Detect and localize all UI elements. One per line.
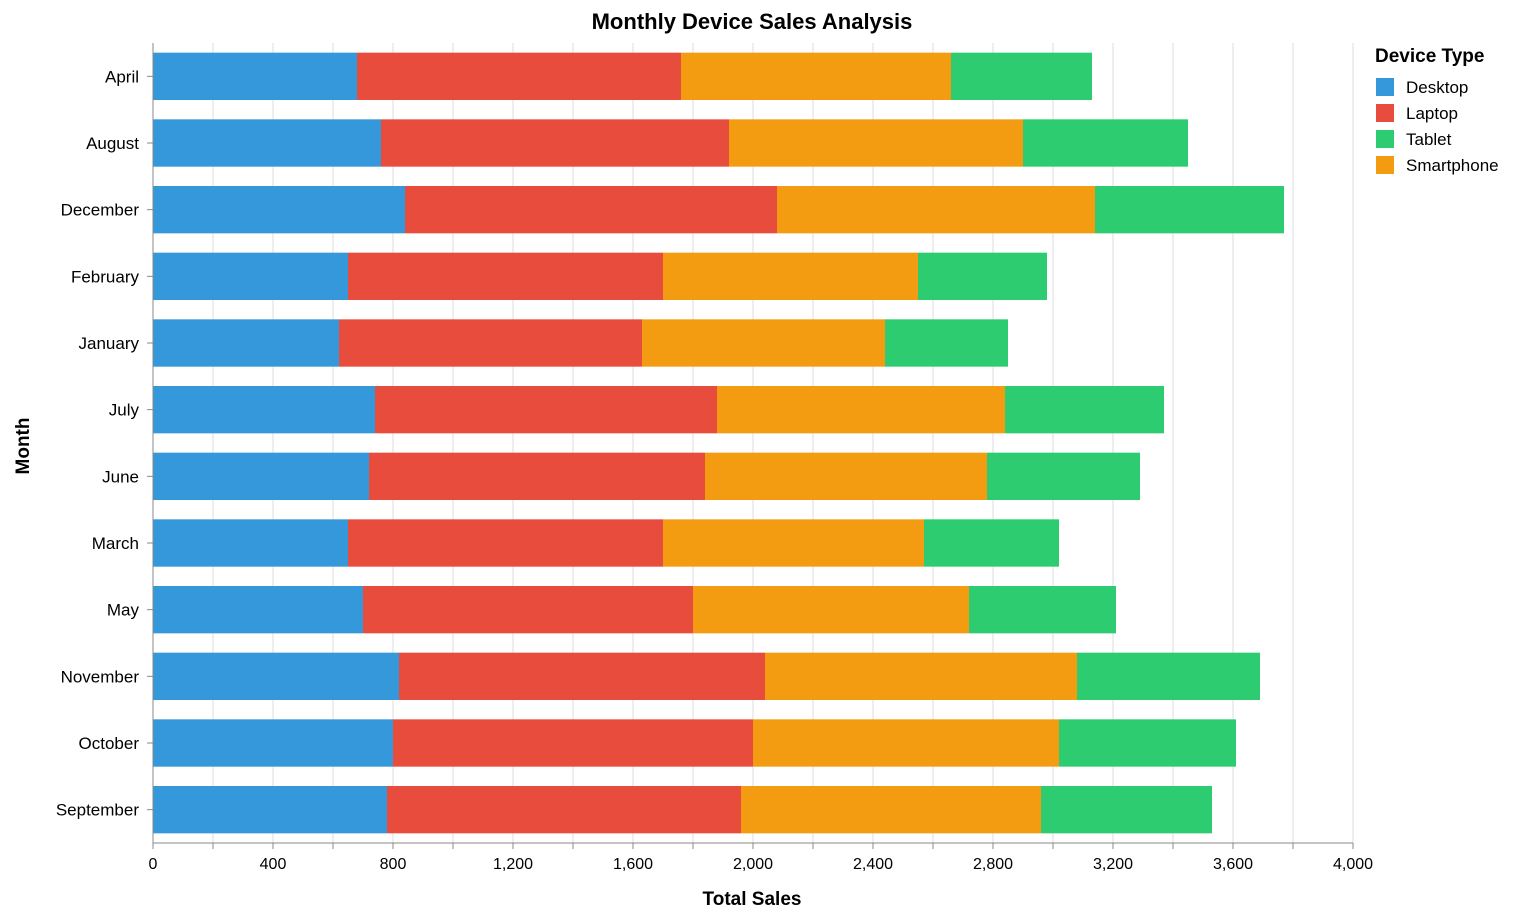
legend-title: Device Type xyxy=(1375,46,1484,67)
bar-tablet-august[interactable] xyxy=(1023,119,1188,166)
legend-label-desktop: Desktop xyxy=(1406,78,1468,97)
bar-smartphone-january[interactable] xyxy=(642,319,885,366)
bar-smartphone-november[interactable] xyxy=(765,653,1077,700)
bar-desktop-july[interactable] xyxy=(153,386,375,433)
x-tick-label: 1,600 xyxy=(613,856,653,873)
legend-swatch-desktop xyxy=(1376,78,1394,96)
bar-smartphone-august[interactable] xyxy=(729,119,1023,166)
y-tick-label-december: December xyxy=(61,201,140,220)
bar-laptop-january[interactable] xyxy=(339,319,642,366)
y-tick-label-november: November xyxy=(61,667,140,686)
bar-laptop-march[interactable] xyxy=(348,519,663,566)
bar-laptop-april[interactable] xyxy=(357,53,681,100)
x-tick-label: 0 xyxy=(149,856,158,873)
x-tick-label: 2,400 xyxy=(853,856,893,873)
bar-desktop-november[interactable] xyxy=(153,653,399,700)
bar-desktop-december[interactable] xyxy=(153,186,405,233)
bar-tablet-may[interactable] xyxy=(969,586,1116,633)
y-tick-label-september: September xyxy=(56,801,139,820)
bar-tablet-july[interactable] xyxy=(1005,386,1164,433)
y-tick-label-august: August xyxy=(86,134,139,153)
bar-laptop-september[interactable] xyxy=(387,786,741,833)
bar-laptop-june[interactable] xyxy=(369,453,705,500)
x-tick-label: 800 xyxy=(380,856,407,873)
y-tick-label-june: June xyxy=(102,467,139,486)
legend-label-tablet: Tablet xyxy=(1406,130,1452,149)
bar-smartphone-october[interactable] xyxy=(753,719,1059,766)
bar-tablet-april[interactable] xyxy=(951,53,1092,100)
bar-laptop-october[interactable] xyxy=(393,719,753,766)
bar-laptop-february[interactable] xyxy=(348,253,663,300)
x-tick-label: 2,000 xyxy=(733,856,773,873)
bar-tablet-october[interactable] xyxy=(1059,719,1236,766)
x-tick-label: 3,200 xyxy=(1093,856,1133,873)
x-tick-label: 4,000 xyxy=(1333,856,1373,873)
bar-smartphone-june[interactable] xyxy=(705,453,987,500)
y-tick-label-july: July xyxy=(109,401,140,420)
bar-laptop-november[interactable] xyxy=(399,653,765,700)
bar-laptop-december[interactable] xyxy=(405,186,777,233)
bars xyxy=(153,53,1284,834)
y-tick-label-january: January xyxy=(79,334,140,353)
bar-desktop-april[interactable] xyxy=(153,53,357,100)
y-tick-label-may: May xyxy=(107,601,140,620)
bar-tablet-december[interactable] xyxy=(1095,186,1284,233)
y-tick-label-october: October xyxy=(79,734,140,753)
bar-smartphone-may[interactable] xyxy=(693,586,969,633)
legend-label-laptop: Laptop xyxy=(1406,104,1458,123)
x-tick-label: 400 xyxy=(260,856,287,873)
x-tick-label: 1,200 xyxy=(493,856,533,873)
bar-desktop-august[interactable] xyxy=(153,119,381,166)
bar-tablet-november[interactable] xyxy=(1077,653,1260,700)
bar-desktop-october[interactable] xyxy=(153,719,393,766)
bar-laptop-august[interactable] xyxy=(381,119,729,166)
y-tick-label-march: March xyxy=(92,534,139,553)
bar-smartphone-february[interactable] xyxy=(663,253,918,300)
y-axis-title: Month xyxy=(13,418,34,475)
bar-tablet-february[interactable] xyxy=(918,253,1047,300)
legend: Device Type Desktop Laptop Tablet Smartphon… xyxy=(1375,46,1499,175)
bar-smartphone-september[interactable] xyxy=(741,786,1041,833)
legend-swatch-tablet xyxy=(1376,130,1394,148)
y-tick-label-april: April xyxy=(105,67,139,86)
bar-desktop-june[interactable] xyxy=(153,453,369,500)
chart-title: Monthly Device Sales Analysis xyxy=(592,9,913,34)
bar-desktop-september[interactable] xyxy=(153,786,387,833)
bar-desktop-february[interactable] xyxy=(153,253,348,300)
x-axis-title: Total Sales xyxy=(703,889,802,910)
bar-smartphone-march[interactable] xyxy=(663,519,924,566)
bar-desktop-march[interactable] xyxy=(153,519,348,566)
y-tick-label-february: February xyxy=(71,267,140,286)
x-tick-label: 3,600 xyxy=(1213,856,1253,873)
legend-swatch-laptop xyxy=(1376,104,1394,122)
bar-tablet-january[interactable] xyxy=(885,319,1008,366)
legend-label-smartphone: Smartphone xyxy=(1406,156,1499,175)
bar-laptop-may[interactable] xyxy=(363,586,693,633)
bar-laptop-july[interactable] xyxy=(375,386,717,433)
bar-smartphone-december[interactable] xyxy=(777,186,1095,233)
bar-desktop-may[interactable] xyxy=(153,586,363,633)
x-tick-label: 2,800 xyxy=(973,856,1013,873)
bar-smartphone-april[interactable] xyxy=(681,53,951,100)
bar-desktop-january[interactable] xyxy=(153,319,339,366)
bar-tablet-march[interactable] xyxy=(924,519,1059,566)
bar-smartphone-july[interactable] xyxy=(717,386,1005,433)
bar-tablet-june[interactable] xyxy=(987,453,1140,500)
bar-tablet-september[interactable] xyxy=(1041,786,1212,833)
legend-swatch-smartphone xyxy=(1376,156,1394,174)
